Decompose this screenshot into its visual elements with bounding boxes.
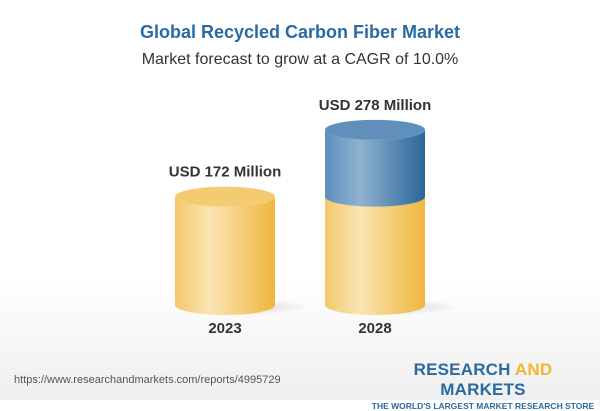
- chart-title: Global Recycled Carbon Fiber Market: [139, 22, 461, 42]
- category-label: 2028: [358, 320, 391, 337]
- cylinder-2023-top: [175, 186, 275, 207]
- research-and-markets-logo: RESEARCH AND MARKETS THE WORLD'S LARGEST…: [371, 360, 595, 411]
- chart-subtitle: Market forecast to grow at a CAGR of 10.…: [141, 51, 459, 68]
- data-label: USD 278 Million: [319, 97, 432, 114]
- cylinder-chart: USD 172 Million 2023 USD 278 Million 2028: [169, 97, 460, 337]
- cylinder-base-2028-body: [325, 196, 425, 315]
- data-label: USD 172 Million: [169, 164, 282, 181]
- cylinder-growth-2028-top: [325, 119, 425, 140]
- source-url[interactable]: https://www.researchandmarkets.com/repor…: [14, 374, 281, 386]
- cylinder-growth-2028-body: [325, 129, 425, 207]
- category-label: 2023: [208, 320, 241, 337]
- cylinder-2023-body: [175, 196, 275, 315]
